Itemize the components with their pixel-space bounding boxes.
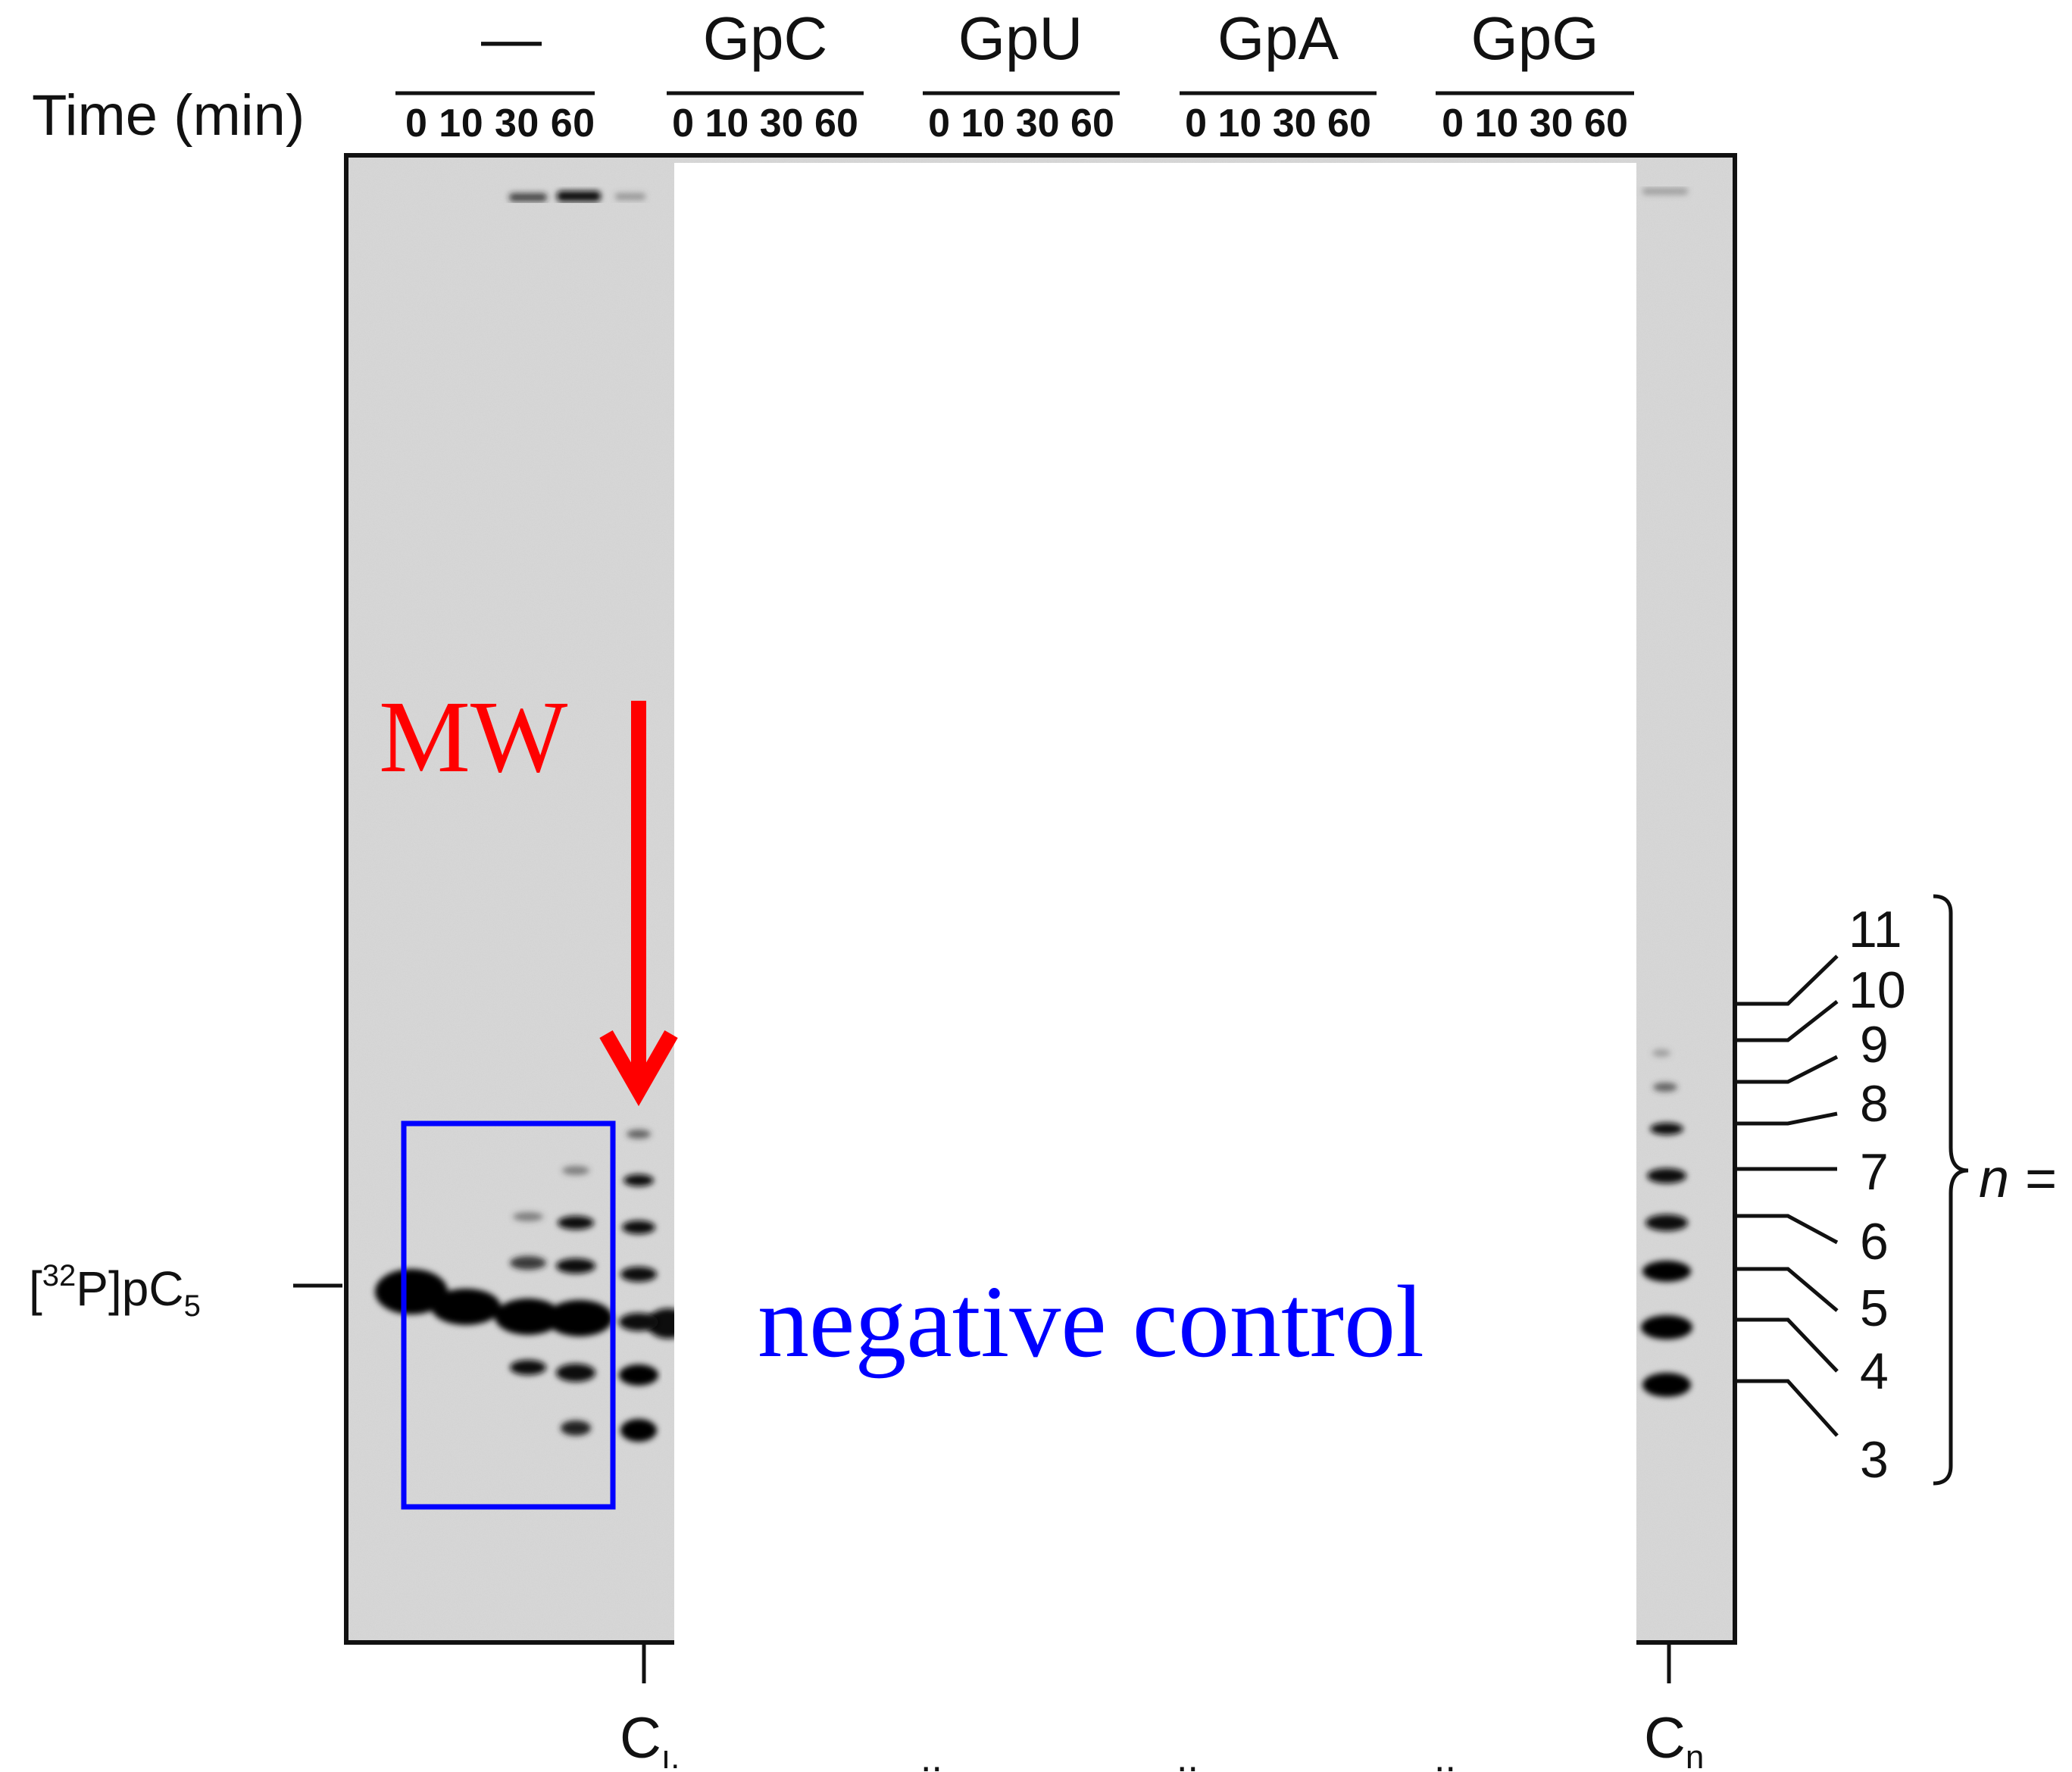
bottom-lane-markers: Cı. .. .. .. Cn	[620, 1642, 1704, 1772]
group-label: —	[481, 5, 542, 72]
ladder-number: 8	[1860, 1075, 1889, 1133]
group-label: GpA	[1217, 5, 1339, 72]
group-label: GpG	[1471, 5, 1599, 72]
time-points: 0 10 30 60	[405, 102, 595, 145]
ladder-lane-left	[619, 1130, 658, 1442]
substrate-bands	[375, 1269, 689, 1339]
substrate-marker: [32P]pC5	[29, 1259, 342, 1323]
group-label: GpU	[958, 5, 1083, 72]
time-points: 0 10 30 60	[1185, 102, 1371, 145]
highlight-box	[401, 1120, 616, 1510]
ladder-leaders	[1735, 955, 1839, 1437]
mw-annotation: MW	[379, 680, 678, 1107]
mw-label: MW	[379, 680, 568, 794]
ladder-number: 7	[1860, 1143, 1889, 1201]
degradation-bands	[510, 1166, 595, 1436]
time-label: Time (min)	[32, 83, 305, 148]
ladder-number: 10	[1849, 961, 1906, 1019]
lane-marker-partial: ..	[1434, 1736, 1456, 1772]
ladder-number: 11	[1849, 901, 1902, 958]
lane-marker-right: Cn	[1644, 1706, 1704, 1772]
ladder-brace	[1933, 894, 1969, 1486]
group-gpc: GpC 0 10 30 60	[667, 5, 864, 145]
group-none: — 0 10 30 60	[395, 5, 595, 145]
group-gpu: GpU 0 10 30 60	[923, 5, 1120, 145]
group-label: GpC	[703, 5, 828, 72]
ladder-number: 4	[1860, 1342, 1889, 1400]
lane-marker-partial: ..	[1177, 1736, 1199, 1772]
ladder-number: 3	[1860, 1431, 1889, 1489]
lane-marker-left: Cı.	[620, 1706, 680, 1772]
well-bands	[509, 188, 1688, 202]
group-gpa: GpA 0 10 30 60	[1180, 5, 1377, 145]
negative-control-label: negative control	[758, 1265, 1424, 1379]
time-points: 0 10 30 60	[928, 102, 1114, 145]
masked-region	[674, 163, 1636, 1646]
substrate-label: [32P]pC5	[29, 1259, 201, 1323]
mask-gap	[674, 1642, 1636, 1695]
n-equals-label: n =	[1979, 1149, 2056, 1209]
time-points: 0 10 30 60	[672, 102, 858, 145]
ladder-number: 6	[1860, 1213, 1889, 1270]
lane-group-headers: — 0 10 30 60 GpC 0 10 30 60 GpU 0 10 30 …	[395, 5, 1634, 145]
mw-arrow-head	[599, 1030, 678, 1107]
ladder-number: 5	[1860, 1280, 1889, 1337]
ladder-number: 9	[1860, 1016, 1889, 1074]
time-points: 0 10 30 60	[1442, 102, 1628, 145]
gel-panel	[344, 153, 1737, 1695]
ladder-lane-right	[1641, 1049, 1692, 1397]
lane-marker-partial: ..	[920, 1736, 942, 1772]
group-gpg: GpG 0 10 30 60	[1436, 5, 1634, 145]
ladder-labels: 11 10 9 8 7 6 5 4 3 n =	[1735, 894, 2056, 1489]
